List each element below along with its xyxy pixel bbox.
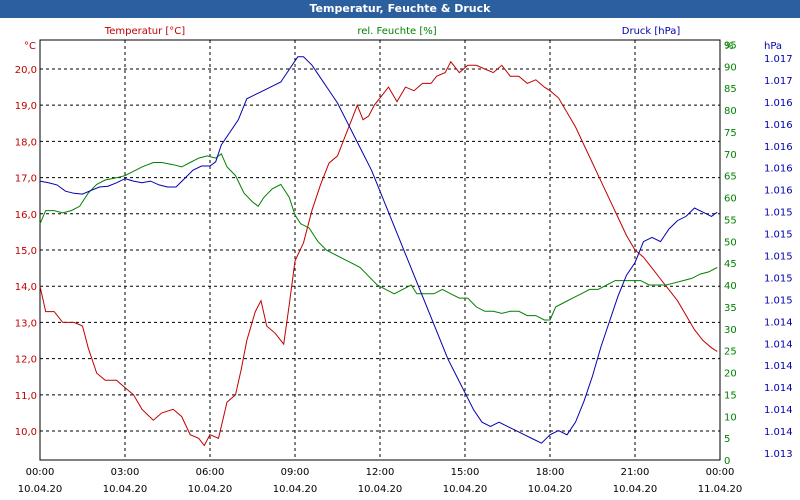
temperature-tick-label: 13,0 bbox=[15, 318, 37, 329]
humidity-tick-label: 95 bbox=[724, 40, 737, 51]
series-line-humidity bbox=[39, 153, 718, 321]
axis-labels: °C Temperatur [°C] rel. Feuchte [%] Druc… bbox=[24, 26, 782, 52]
pressure-tick-label: 1.014 bbox=[764, 427, 793, 438]
humidity-tick-label: 50 bbox=[724, 237, 737, 248]
pressure-tick-label: 1.015 bbox=[764, 252, 793, 263]
x-tick-date: 10.04.20 bbox=[358, 484, 403, 495]
humidity-tick-label: 15 bbox=[724, 390, 737, 401]
x-tick-date: 10.04.20 bbox=[188, 484, 233, 495]
grid-lines bbox=[39, 39, 721, 461]
x-tick-time: 21:00 bbox=[621, 467, 650, 478]
x-tick-date: 10.04.20 bbox=[18, 484, 63, 495]
tick-labels: 10,0 11,0 12,0 13,0 14,0 15,0 16,0 17,0 18,0 19,0… bbox=[15, 40, 793, 495]
temperature-axis-title: Temperatur [°C] bbox=[104, 26, 185, 37]
temperature-tick-label: 19,0 bbox=[15, 101, 37, 112]
pressure-tick-label: 1.016 bbox=[764, 142, 793, 153]
humidity-tick-label: 75 bbox=[724, 128, 737, 139]
x-tick-time: 15:00 bbox=[451, 467, 480, 478]
pressure-tick-label: 1.015 bbox=[764, 295, 793, 306]
humidity-unit-label: % bbox=[724, 41, 734, 52]
pressure-tick-label: 1.014 bbox=[764, 317, 793, 328]
series-layer bbox=[39, 56, 718, 447]
humidity-tick-label: 45 bbox=[724, 259, 737, 270]
pressure-tick-label: 1.017 bbox=[764, 54, 793, 65]
pressure-unit-label: hPa bbox=[764, 41, 782, 52]
temperature-tick-label: 11,0 bbox=[15, 391, 37, 402]
x-tick-time: 09:00 bbox=[281, 467, 310, 478]
temperature-tick-label: 20,0 bbox=[15, 65, 37, 76]
temperature-tick-label: 18,0 bbox=[15, 137, 37, 148]
humidity-tick-label: 80 bbox=[724, 106, 737, 117]
x-tick-date: 10.04.20 bbox=[273, 484, 318, 495]
humidity-tick-label: 30 bbox=[724, 325, 737, 336]
humidity-tick-label: 35 bbox=[724, 303, 737, 314]
series-line-temperature bbox=[39, 60, 718, 447]
pressure-tick-label: 1.013 bbox=[764, 449, 793, 460]
pressure-tick-label: 1.016 bbox=[764, 164, 793, 175]
temperature-tick-label: 14,0 bbox=[15, 282, 37, 293]
temperature-tick-label: 12,0 bbox=[15, 355, 37, 366]
x-tick-time: 00:00 bbox=[26, 467, 55, 478]
pressure-tick-label: 1.015 bbox=[764, 230, 793, 241]
humidity-tick-label: 65 bbox=[724, 172, 737, 183]
series-line-pressure bbox=[39, 56, 718, 444]
x-tick-time: 03:00 bbox=[111, 467, 140, 478]
humidity-tick-label: 85 bbox=[724, 84, 737, 95]
humidity-tick-label: 60 bbox=[724, 194, 737, 205]
temperature-unit-label: °C bbox=[24, 41, 36, 52]
pressure-tick-label: 1.014 bbox=[764, 383, 793, 394]
x-tick-date: 10.04.20 bbox=[528, 484, 573, 495]
humidity-tick-label: 25 bbox=[724, 347, 737, 358]
pressure-tick-label: 1.014 bbox=[764, 405, 793, 416]
temperature-tick-label: 10,0 bbox=[15, 427, 37, 438]
x-tick-time: 12:00 bbox=[366, 467, 395, 478]
humidity-tick-label: 55 bbox=[724, 215, 737, 226]
x-tick-date: 10.04.20 bbox=[443, 484, 488, 495]
humidity-tick-label: 70 bbox=[724, 150, 737, 161]
x-tick-date: 11.04.20 bbox=[698, 484, 743, 495]
humidity-tick-label: 90 bbox=[724, 62, 737, 73]
pressure-tick-label: 1.015 bbox=[764, 208, 793, 219]
x-tick-time: 06:00 bbox=[196, 467, 225, 478]
humidity-tick-label: 40 bbox=[724, 281, 737, 292]
pressure-tick-label: 1.014 bbox=[764, 361, 793, 372]
chart-title: Temperatur, Feuchte & Druck bbox=[0, 0, 800, 18]
x-tick-time: 00:00 bbox=[706, 467, 735, 478]
temperature-tick-label: 16,0 bbox=[15, 210, 37, 221]
pressure-axis-title: Druck [hPa] bbox=[622, 26, 681, 37]
pressure-tick-label: 1.016 bbox=[764, 120, 793, 131]
pressure-tick-label: 1.017 bbox=[764, 76, 793, 87]
humidity-tick-label: 20 bbox=[724, 369, 737, 380]
x-tick-date: 10.04.20 bbox=[613, 484, 658, 495]
pressure-tick-label: 1.015 bbox=[764, 273, 793, 284]
humidity-axis-title: rel. Feuchte [%] bbox=[357, 26, 436, 37]
temperature-tick-label: 15,0 bbox=[15, 246, 37, 257]
pressure-tick-label: 1.016 bbox=[764, 98, 793, 109]
humidity-tick-label: 5 bbox=[724, 434, 730, 445]
x-tick-time: 18:00 bbox=[536, 467, 565, 478]
pressure-tick-label: 1.014 bbox=[764, 339, 793, 350]
humidity-tick-label: 0 bbox=[724, 456, 730, 467]
humidity-tick-label: 10 bbox=[724, 412, 737, 423]
x-tick-date: 10.04.20 bbox=[103, 484, 148, 495]
temperature-tick-label: 17,0 bbox=[15, 174, 37, 185]
pressure-tick-label: 1.016 bbox=[764, 186, 793, 197]
